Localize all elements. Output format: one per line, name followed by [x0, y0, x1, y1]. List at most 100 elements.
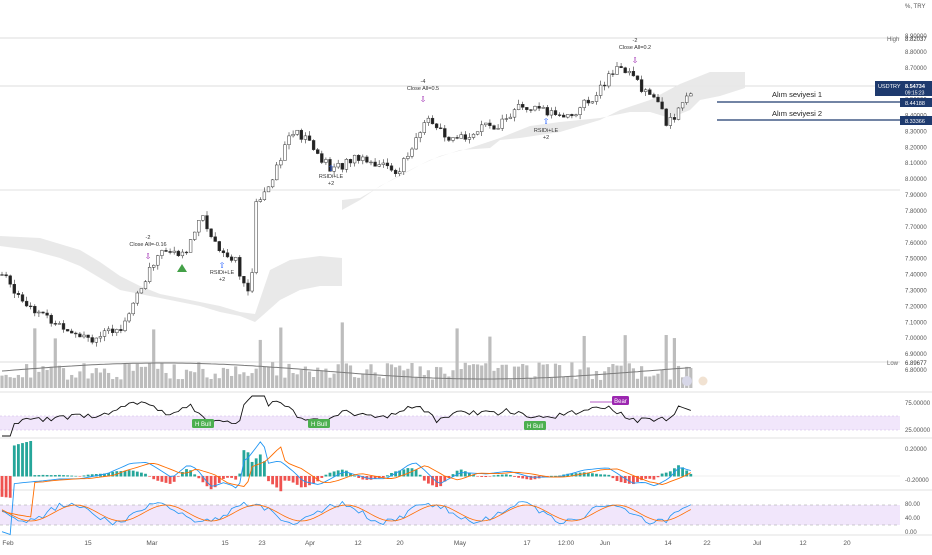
macd-hist-bar [439, 476, 443, 487]
volume-bar [234, 366, 238, 388]
volume-bar [320, 370, 324, 388]
annotation-close-all-2: -4 Close All=0.5 ⇩ [407, 79, 439, 104]
macd-hist-bar [164, 476, 168, 483]
volume-bar [119, 379, 123, 388]
candle-body [451, 137, 455, 141]
macd-hist-bar [406, 468, 410, 477]
macd-hist-bar [332, 471, 336, 477]
candle-body [660, 101, 664, 110]
candle-body [234, 257, 238, 261]
candle-body [147, 267, 152, 282]
high-label: High [887, 37, 899, 43]
annotation-rsi-le-2: ⇧ RSIDi+LE +2 [319, 164, 344, 187]
candle-body [33, 305, 37, 314]
macd-hist-bar [521, 476, 525, 479]
candle-body [615, 66, 619, 75]
volume-bar [98, 372, 102, 388]
macd-hist-bar [668, 471, 672, 477]
annotation-count: +2 [543, 135, 549, 141]
volume-bar [115, 376, 119, 388]
macd-hist-bar [349, 473, 352, 477]
macd-hist-bar [119, 471, 123, 477]
annotation-count: +2 [219, 277, 225, 283]
macd-hist-bar [529, 476, 533, 480]
time-axis-label: Mar [146, 540, 158, 547]
macd-hist-bar [45, 474, 49, 477]
volume-bar [316, 367, 320, 388]
candle-body [209, 228, 213, 238]
volume-bar [258, 339, 262, 388]
volume-bar [78, 371, 82, 388]
candle-body [24, 300, 29, 307]
volume-bar [496, 367, 500, 388]
macd-hist-bar [500, 474, 504, 477]
candle-body [283, 144, 287, 161]
economic-event-icon[interactable] [682, 376, 692, 386]
volume-bar [164, 372, 168, 388]
economic-event-icon[interactable] [698, 376, 708, 386]
candle-body [377, 164, 381, 167]
candle-body [365, 156, 369, 163]
volume-bar [672, 338, 676, 388]
candle-body [74, 332, 78, 335]
volume-bar [57, 365, 61, 388]
macd-hist-bar [418, 474, 422, 477]
candle-body [344, 159, 349, 170]
price-tick-label: 7.10000 [905, 320, 927, 326]
h-bull-badge [308, 419, 330, 428]
volume-bar [455, 328, 459, 388]
candle-body [16, 293, 21, 295]
candle-body [455, 137, 459, 139]
candle-body [619, 66, 623, 69]
candle-body [348, 159, 353, 164]
macd-hist-bar [33, 475, 37, 477]
candle-body [303, 135, 308, 140]
candle-body [307, 135, 312, 141]
candle-body [188, 239, 193, 253]
volume-bar [594, 371, 599, 388]
macd-hist-bar [517, 476, 520, 478]
annotation-count: -2 [146, 235, 151, 241]
volume-bar [111, 379, 115, 388]
macd-hist-bar [677, 465, 680, 477]
macd-hist-bar [611, 476, 615, 479]
candle-body [689, 93, 693, 97]
macd-hist-bar [299, 476, 303, 488]
macd-hist-bar [599, 474, 602, 477]
volume-bar [480, 365, 484, 388]
volume-bar [582, 335, 586, 388]
macd-hist-bar [189, 470, 192, 477]
macd-hist-bar [250, 461, 254, 477]
time-axis-label: 23 [258, 540, 266, 547]
macd-hist-bar [25, 442, 28, 477]
time-axis-label: 17 [523, 540, 531, 547]
volume-bar [225, 368, 230, 388]
volume-bar [180, 379, 184, 388]
volume-bar [254, 368, 258, 388]
annotation-text: Close All=0.5 [407, 86, 439, 92]
candle-body [65, 329, 70, 332]
volume-bar [344, 363, 348, 388]
volume-bar [213, 373, 217, 388]
candle-body [197, 220, 201, 233]
high-badge: High 8.82037 [887, 37, 927, 43]
macd-hist-bar [287, 476, 291, 481]
volume-bar [20, 377, 25, 388]
candle-body [516, 104, 521, 110]
candle-body [648, 89, 652, 95]
last-price-value: 8.54734 [905, 84, 926, 90]
volume-bar [500, 364, 504, 388]
time-axis[interactable]: Feb 15 Mar 15 23 Apr 12 20 May 17 12:00 Jun 14 22 Jul 1… [2, 540, 851, 547]
volume-bar [312, 377, 316, 388]
macd-hist-bar [607, 474, 611, 477]
volume-bar [644, 376, 648, 388]
h-bull-label: H Bull [527, 424, 543, 430]
candle-body [685, 95, 689, 103]
candle-body [611, 73, 615, 75]
price-tick-label: 8.20000 [905, 145, 927, 151]
time-axis-label: May [454, 540, 467, 547]
volume-bar [271, 362, 275, 388]
macd-hist-bar [525, 476, 529, 480]
